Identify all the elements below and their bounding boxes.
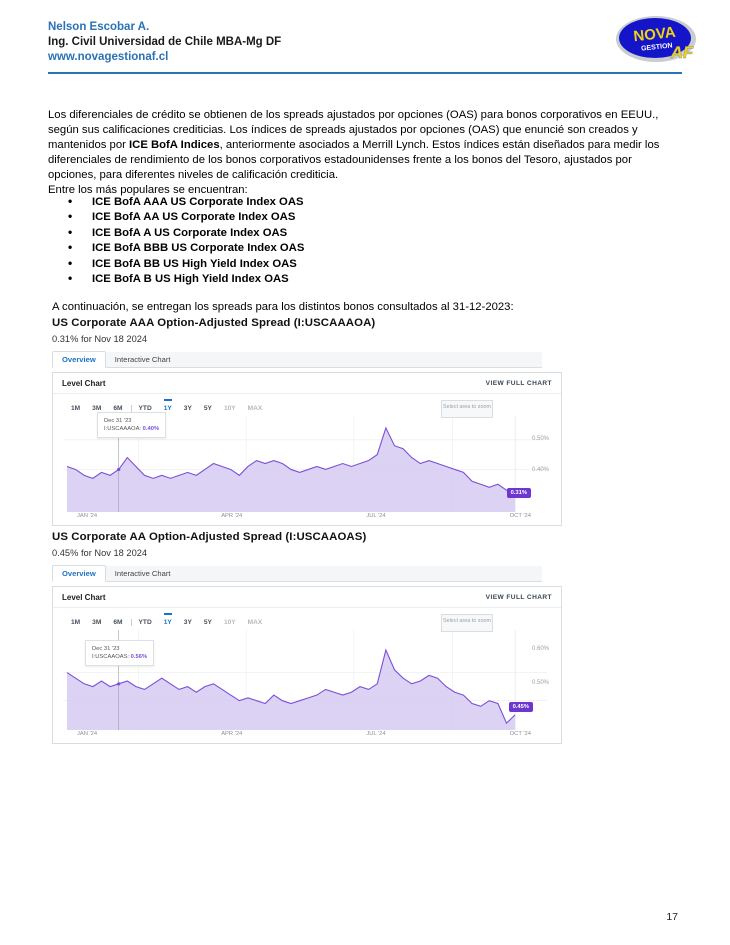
level-chart-label: Level Chart — [62, 593, 106, 602]
range-max[interactable]: MAX — [247, 405, 263, 412]
list-item: ICE BofA AA US Corporate Index OAS — [62, 209, 462, 225]
x-tick: JAN '24 — [77, 731, 98, 737]
intro-part-2: , anteriormente asociados a Merrill Lync… — [48, 139, 660, 182]
tooltip-date: Dec 31 '23 — [104, 418, 132, 424]
y-tick-lower: 0.40% — [531, 467, 549, 473]
tab-interactive-chart[interactable]: Interactive Chart — [114, 569, 171, 578]
page-number: 17 — [666, 911, 678, 923]
range-1y[interactable]: 1Y — [158, 399, 178, 412]
chart-tooltip: Dec 31 '23 I:USCAAAOA: 0.40% — [97, 412, 167, 438]
chart-svg — [63, 630, 548, 730]
list-item: ICE BofA B US High Yield Index OAS — [62, 271, 462, 287]
range-6m[interactable]: 6M — [113, 405, 123, 412]
range-selector: 1M 3M 6M YTD 1Y 3Y 5Y 10Y MAX — [53, 394, 561, 416]
range-ytd[interactable]: YTD — [130, 619, 158, 626]
y-tick-upper: 0.60% — [531, 646, 549, 652]
list-item: ICE BofA A US Corporate Index OAS — [62, 225, 462, 241]
range-1m[interactable]: 1M — [71, 619, 81, 626]
spreads-lead-in: A continuación, se entregan los spreads … — [52, 301, 514, 313]
tab-overview[interactable]: Overview — [52, 565, 106, 582]
nova-gestion-logo: NOVA GESTION AF — [614, 12, 702, 66]
chart-tabs: Overview Interactive Chart — [52, 351, 542, 368]
chart-block-aa: US Corporate AA Option-Adjusted Spread (… — [52, 530, 562, 744]
author-website: www.novagestionaf.cl — [48, 51, 169, 63]
chart-subtitle: 0.31% for Nov 18 2024 — [52, 334, 148, 344]
intro-paragraph: Los diferenciales de crédito se obtienen… — [48, 108, 682, 183]
chart-title: US Corporate AA Option-Adjusted Spread (… — [52, 531, 367, 543]
chart-plot-area[interactable]: Select area to zoom Dec 31 '23 I:USCAAAO… — [63, 400, 551, 512]
x-axis-labels: JAN '24 APR '24 JUL '24 OCT '24 — [77, 513, 531, 519]
list-item: ICE BofA BB US High Yield Index OAS — [62, 256, 462, 272]
range-ytd[interactable]: YTD — [130, 405, 158, 412]
x-tick: JUL '24 — [366, 731, 386, 737]
index-list: ICE BofA AAA US Corporate Index OAS ICE … — [62, 194, 462, 287]
chart-widget-header: Level Chart VIEW FULL CHART — [53, 373, 561, 394]
chart-plot-area[interactable]: Select area to zoom Dec 31 '23 I:USCAAOA… — [63, 614, 551, 730]
chart-block-aaa: US Corporate AAA Option-Adjusted Spread … — [52, 316, 562, 526]
chart-tooltip: Dec 31 '23 I:USCAAOAS: 0.56% — [85, 640, 155, 666]
logo-brand-text: NOVA — [633, 24, 677, 45]
range-1y[interactable]: 1Y — [158, 613, 178, 626]
x-tick: OCT '24 — [509, 513, 531, 519]
last-value-badge: 0.45% — [508, 702, 533, 712]
range-3y[interactable]: 3Y — [183, 405, 192, 412]
logo-brand-sub: GESTION — [641, 42, 673, 52]
y-tick-lower: 0.50% — [531, 680, 549, 686]
range-1m[interactable]: 1M — [71, 405, 81, 412]
x-axis-labels: JAN '24 APR '24 JUL '24 OCT '24 — [77, 731, 531, 737]
chart-title: US Corporate AAA Option-Adjusted Spread … — [52, 317, 376, 329]
tooltip-date: Dec 31 '23 — [92, 646, 120, 652]
chart-subtitle: 0.45% for Nov 18 2024 — [52, 548, 148, 558]
range-5y[interactable]: 5Y — [203, 405, 212, 412]
tab-interactive-chart[interactable]: Interactive Chart — [114, 355, 171, 364]
intro-bold-ice-bofa: ICE BofA Indices — [129, 139, 220, 152]
intro-part-1: Los diferenciales de crédito se obtienen… — [48, 109, 659, 152]
chart-widget: Level Chart VIEW FULL CHART 1M 3M 6M YTD… — [52, 372, 562, 526]
select-area-to-zoom-hint: Select area to zoom — [441, 400, 493, 418]
header-divider — [48, 72, 682, 74]
chart-tabs: Overview Interactive Chart — [52, 565, 542, 582]
range-3m[interactable]: 3M — [92, 619, 102, 626]
tab-overview[interactable]: Overview — [52, 351, 106, 368]
x-tick: OCT '24 — [509, 731, 531, 737]
range-selector: 1M 3M 6M YTD 1Y 3Y 5Y 10Y MAX — [53, 608, 561, 630]
logo-af-text: AF — [670, 43, 694, 62]
x-tick: JAN '24 — [77, 513, 98, 519]
range-10y[interactable]: 10Y — [223, 619, 236, 626]
last-value-badge: 0.31% — [506, 488, 531, 498]
range-3y[interactable]: 3Y — [183, 619, 192, 626]
range-10y[interactable]: 10Y — [223, 405, 236, 412]
view-full-chart-link[interactable]: VIEW FULL CHART — [485, 380, 552, 387]
chart-widget-header: Level Chart VIEW FULL CHART — [53, 587, 561, 608]
select-area-to-zoom-hint: Select area to zoom — [441, 614, 493, 632]
range-3m[interactable]: 3M — [92, 405, 102, 412]
level-chart-label: Level Chart — [62, 379, 106, 388]
x-tick: APR '24 — [221, 513, 243, 519]
list-item: ICE BofA BBB US Corporate Index OAS — [62, 240, 462, 256]
list-item: ICE BofA AAA US Corporate Index OAS — [62, 194, 462, 210]
document-header: Nelson Escobar A. Ing. Civil Universidad… — [48, 20, 682, 65]
y-tick-upper: 0.50% — [531, 436, 549, 442]
tooltip-value: 0.40% — [142, 426, 160, 432]
author-credentials: Ing. Civil Universidad de Chile MBA-Mg D… — [48, 36, 282, 48]
tooltip-series: I:USCAAOAS: — [92, 654, 130, 660]
range-5y[interactable]: 5Y — [203, 619, 212, 626]
tooltip-series: I:USCAAAOA: — [104, 426, 142, 432]
x-tick: JUL '24 — [366, 513, 386, 519]
tooltip-value: 0.56% — [130, 654, 148, 660]
author-name: Nelson Escobar A. — [48, 21, 150, 33]
range-max[interactable]: MAX — [247, 619, 263, 626]
view-full-chart-link[interactable]: VIEW FULL CHART — [485, 594, 552, 601]
x-tick: APR '24 — [221, 731, 243, 737]
range-6m[interactable]: 6M — [113, 619, 123, 626]
chart-widget: Level Chart VIEW FULL CHART 1M 3M 6M YTD… — [52, 586, 562, 744]
list-lead-in: Entre los más populares se encuentran: — [48, 184, 248, 196]
